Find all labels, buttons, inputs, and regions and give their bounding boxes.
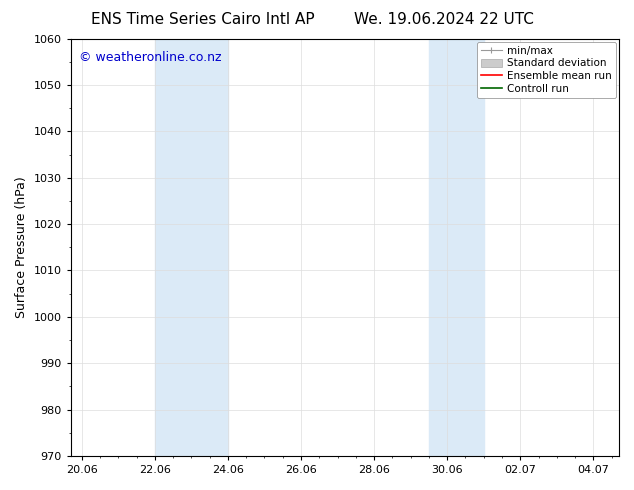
Text: We. 19.06.2024 22 UTC: We. 19.06.2024 22 UTC <box>354 12 534 27</box>
Text: © weatheronline.co.nz: © weatheronline.co.nz <box>79 51 221 64</box>
Y-axis label: Surface Pressure (hPa): Surface Pressure (hPa) <box>15 176 28 318</box>
Legend: min/max, Standard deviation, Ensemble mean run, Controll run: min/max, Standard deviation, Ensemble me… <box>477 42 616 98</box>
Bar <box>429 39 484 456</box>
Text: ENS Time Series Cairo Intl AP: ENS Time Series Cairo Intl AP <box>91 12 314 27</box>
Bar <box>155 39 228 456</box>
